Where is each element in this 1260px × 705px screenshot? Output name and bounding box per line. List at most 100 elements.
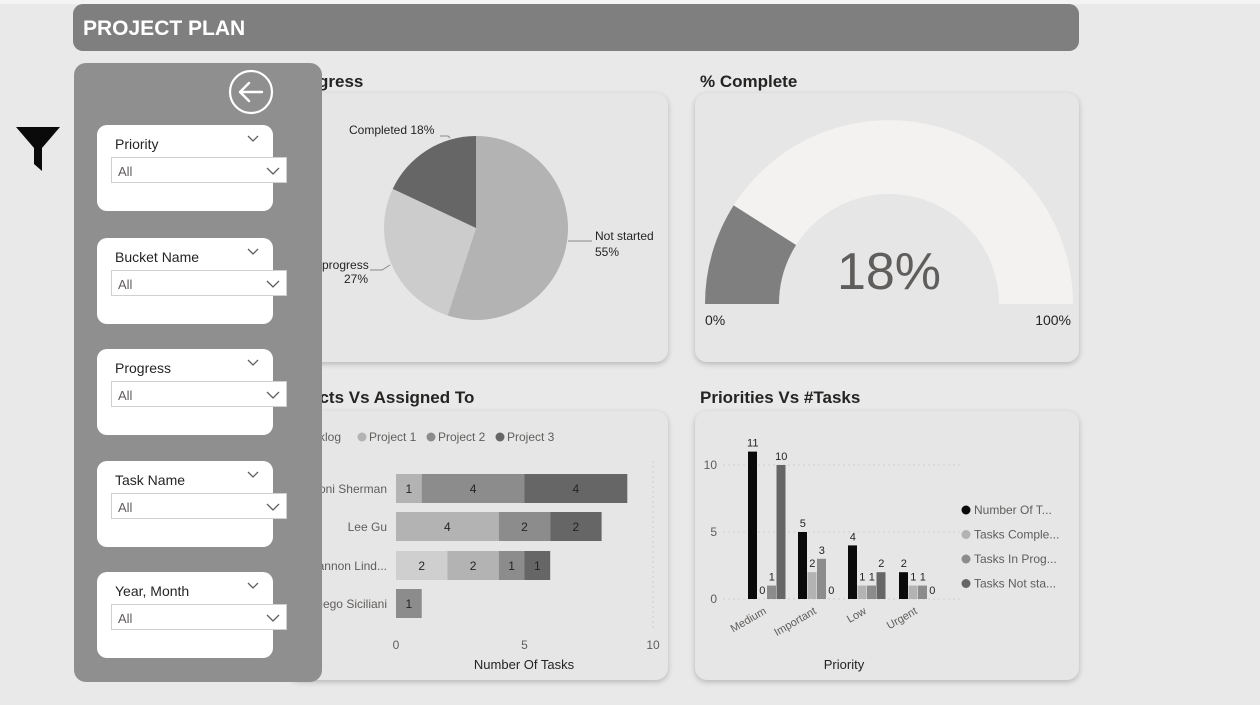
slicer-selected-value: All: [118, 500, 133, 515]
back-arrow-circle-icon[interactable]: [228, 69, 274, 115]
complete-gauge-card: 18% 0% 100%: [695, 93, 1079, 362]
projects-stacked-bar-chart: cklog Project 1 Project 2 Project 3 oni She…: [313, 430, 660, 672]
vbar-bar[interactable]: [807, 572, 817, 599]
chevron-down-icon[interactable]: [247, 135, 259, 143]
vbar-data-label: 4: [850, 531, 856, 543]
vbar-bar[interactable]: [767, 585, 776, 599]
pie-slice-progress[interactable]: [384, 188, 476, 316]
hbar-segment[interactable]: [421, 474, 525, 503]
vbar-bar[interactable]: [748, 451, 757, 599]
hbar-category-label: oni Sherman: [319, 482, 387, 496]
vbar-bar[interactable]: [908, 585, 918, 599]
vbar-legend-label: Tasks In Prog...: [974, 552, 1057, 566]
hbar-data-label: 2: [521, 520, 528, 534]
vbar-legend-marker: [961, 505, 971, 515]
hbar-x-tick-label: 0: [393, 638, 400, 652]
chevron-down-icon[interactable]: [266, 167, 280, 175]
hbar-legend-marker: [357, 432, 367, 442]
hbar-data-label: 1: [406, 597, 413, 611]
pie-slice-not-started[interactable]: [447, 136, 568, 320]
slicer-dropdown[interactable]: All: [111, 381, 287, 407]
hbar-legend-marker: [426, 432, 436, 442]
hbar-segment[interactable]: [447, 551, 499, 580]
vbar-legend-label: Tasks Not sta...: [974, 577, 1056, 591]
chevron-down-icon[interactable]: [266, 391, 280, 399]
priorities-tasks-card: 0 5 10 11 0 1 10 5 2 3 0 4 1 1 2 2 1 1 0 Medium Important L…: [695, 411, 1079, 680]
chevron-down-icon[interactable]: [266, 280, 280, 288]
slicer-task-name: Task Name All: [97, 461, 287, 547]
vbar-category-label: Low: [845, 605, 869, 626]
chevron-down-icon[interactable]: [247, 582, 259, 590]
slicer-selected-value: All: [118, 277, 133, 292]
vbar-bar[interactable]: [817, 558, 826, 599]
complete-section-title: % Complete: [700, 72, 798, 91]
vbar-x-axis-title: Priority: [824, 657, 865, 672]
hbar-segment[interactable]: [498, 551, 525, 580]
hbar-segment[interactable]: [550, 512, 602, 541]
vbar-data-label: 10: [775, 451, 787, 463]
vbar-data-label: 3: [819, 545, 825, 557]
hbar-data-label: 2: [470, 559, 477, 573]
chevron-down-icon[interactable]: [247, 359, 259, 367]
progress-pie-chart: Completed 18% Not started 55% progress 2…: [322, 123, 654, 320]
hbar-segment[interactable]: [524, 474, 628, 503]
slicer-priority: Priority All: [97, 125, 287, 211]
hbar-x-tick-label: 10: [646, 638, 660, 652]
projects-section-title: ects Vs Assigned To: [310, 388, 475, 407]
vbar-bar[interactable]: [899, 572, 908, 599]
hbar-segment[interactable]: [396, 512, 499, 541]
gauge-fill: [705, 205, 797, 304]
hbar-segment[interactable]: [396, 589, 422, 618]
vbar-data-label: 2: [901, 558, 907, 570]
hbar-data-label: 1: [406, 482, 413, 496]
vbar-data-label: 2: [809, 558, 815, 570]
vbar-legend-label: Number Of T...: [974, 503, 1052, 517]
hbar-segment[interactable]: [396, 551, 448, 580]
vbar-y-tick-label: 0: [710, 592, 717, 606]
slicer-title: Bucket Name: [115, 249, 200, 265]
vbar-bar[interactable]: [848, 545, 857, 599]
pie-value-not-started: 55%: [595, 245, 619, 259]
slicer-dropdown[interactable]: All: [111, 270, 287, 296]
hbar-x-axis-title: Number Of Tasks: [474, 657, 575, 672]
vbar-data-label: 1: [769, 572, 775, 584]
pie-label-not-started: Not started: [595, 229, 654, 243]
pie-label-in-progress: progress: [322, 258, 369, 272]
chevron-down-icon[interactable]: [266, 503, 280, 511]
vbar-data-label: 11: [747, 438, 758, 450]
hbar-segment[interactable]: [498, 512, 551, 541]
slicer-dropdown[interactable]: All: [111, 604, 287, 630]
vbar-bar[interactable]: [857, 585, 867, 599]
vbar-bar[interactable]: [876, 572, 886, 599]
chevron-down-icon[interactable]: [266, 614, 280, 622]
vbar-bar[interactable]: [798, 532, 807, 599]
vbar-data-label: 1: [859, 572, 865, 584]
hbar-segment[interactable]: [396, 474, 422, 503]
progress-section-title: gress: [318, 72, 364, 91]
slicer-dropdown[interactable]: All: [111, 493, 287, 519]
vbar-bar[interactable]: [776, 465, 786, 599]
vbar-bar[interactable]: [918, 585, 927, 599]
filter-funnel-icon[interactable]: [14, 124, 63, 173]
hbar-data-label: 2: [418, 559, 425, 573]
vbar-data-label: 5: [800, 518, 806, 530]
hbar-legend-marker: [495, 432, 505, 442]
chevron-down-icon[interactable]: [247, 471, 259, 479]
chevron-down-icon[interactable]: [247, 248, 259, 256]
vbar-bar[interactable]: [867, 585, 876, 599]
pie-leader-line-in-progress: [370, 264, 391, 271]
vbar-category-label: Medium: [729, 605, 769, 635]
gauge-track: [705, 120, 1073, 304]
gauge-max-label: 100%: [1035, 312, 1071, 328]
vbar-y-tick-label: 5: [710, 525, 717, 539]
hbar-segment[interactable]: [524, 551, 551, 580]
projects-assigned-card: cklog Project 1 Project 2 Project 3 oni She…: [288, 411, 668, 680]
hbar-data-label: 4: [470, 482, 477, 496]
pie-slice-completed[interactable]: [392, 136, 476, 228]
gauge-min-label: 0%: [705, 312, 725, 328]
slicer-dropdown[interactable]: All: [111, 157, 287, 183]
vbar-data-label: 1: [869, 572, 875, 584]
vbar-legend-marker: [961, 530, 971, 539]
vbar-data-label: 0: [929, 585, 935, 597]
